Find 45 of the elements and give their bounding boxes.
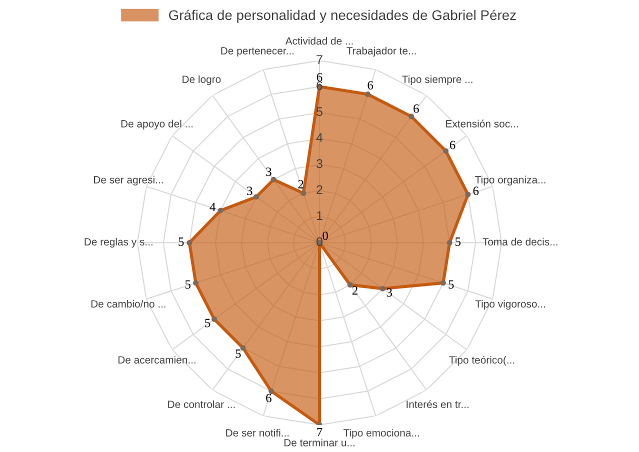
data-label: 5 bbox=[236, 350, 241, 358]
spoke-label: De apoyo del ... bbox=[121, 120, 193, 130]
spoke-label: De ser notifi... bbox=[226, 428, 289, 437]
spoke-label: De logro bbox=[182, 75, 221, 86]
data-label: 5 bbox=[205, 318, 210, 328]
spoke-label: Tipo siempre ... bbox=[402, 75, 472, 86]
spoke-label: De ser agresi... bbox=[94, 176, 163, 186]
spoke-label: Tipo vigoroso... bbox=[475, 300, 545, 310]
spoke-label: Extensión soc... bbox=[446, 120, 518, 128]
data-label: 0 bbox=[322, 232, 328, 240]
data-label: 6 bbox=[368, 81, 374, 90]
spoke-label: De reglas y s... bbox=[84, 238, 152, 248]
data-label: 5 bbox=[185, 280, 190, 289]
data-label: 5 bbox=[456, 238, 461, 246]
data-label: 4 bbox=[210, 202, 216, 211]
spoke-label: Tipo emociona... bbox=[344, 428, 419, 439]
spoke-label: De controlar ... bbox=[168, 400, 235, 408]
y-tick-label: 3 bbox=[316, 159, 322, 168]
y-tick-label: 5 bbox=[316, 107, 322, 116]
spoke-label: Interés en tr... bbox=[406, 400, 468, 408]
data-label: 6 bbox=[450, 140, 456, 150]
y-tick-label: 2 bbox=[316, 185, 322, 194]
spoke-label: De terminar u... bbox=[284, 438, 354, 446]
data-label: 3 bbox=[247, 186, 252, 196]
data-label: 6 bbox=[414, 104, 419, 113]
spoke-label: De pertenecer... bbox=[221, 47, 294, 57]
spoke-label: Tipo organiza... bbox=[475, 176, 546, 186]
data-label: 6 bbox=[266, 394, 272, 402]
spoke-label: Toma de decis... bbox=[482, 238, 558, 246]
legend-label: Gráfica de personalidad y necesidades de Gabriel Pérez bbox=[169, 10, 516, 23]
spoke-label: De cambio/no ... bbox=[91, 300, 166, 308]
spoke-label: Tipo teórico(... bbox=[449, 356, 514, 366]
spoke-label: Trabajador te... bbox=[346, 46, 416, 57]
y-tick-label: 1 bbox=[316, 211, 322, 220]
data-label: 3 bbox=[266, 168, 272, 176]
data-label: 6 bbox=[473, 186, 479, 196]
y-tick-label: 7 bbox=[316, 55, 322, 64]
spoke-label: De acercamien... bbox=[118, 356, 196, 364]
data-label: 2 bbox=[352, 286, 358, 295]
data-label: 5 bbox=[178, 238, 184, 246]
data-label: 3 bbox=[386, 288, 392, 297]
spoke-label: Actividad de ... bbox=[285, 37, 353, 45]
data-label: 5 bbox=[448, 280, 454, 289]
data-label: 2 bbox=[298, 180, 304, 188]
y-tick-label: 4 bbox=[316, 133, 323, 142]
